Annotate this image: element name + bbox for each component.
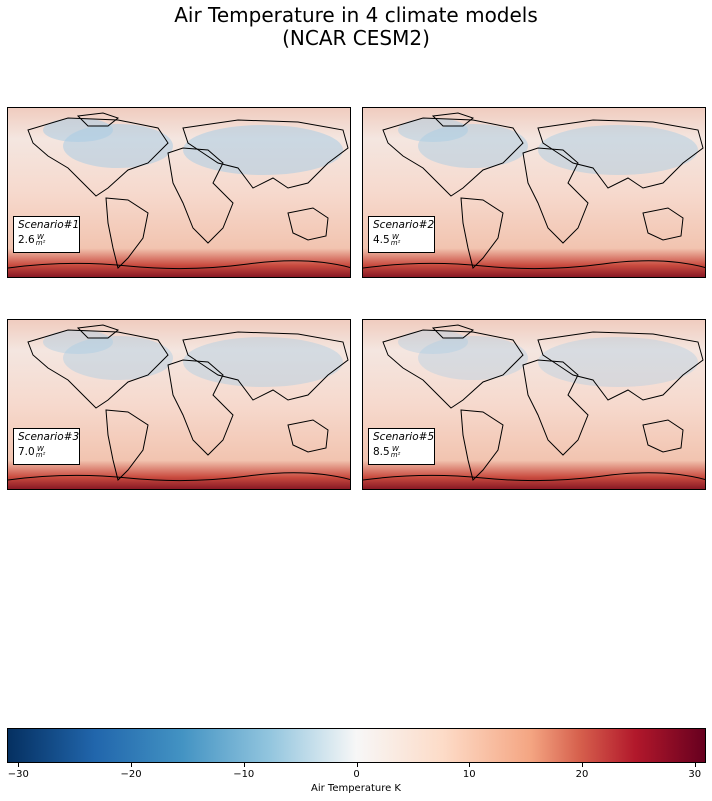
title-line-2: (NCAR CESM2) bbox=[282, 26, 430, 50]
coastline bbox=[382, 329, 524, 409]
coastline bbox=[382, 117, 524, 197]
coastline bbox=[27, 117, 169, 197]
coastline bbox=[522, 147, 589, 244]
coastline bbox=[105, 409, 149, 481]
colorbar-tick bbox=[18, 763, 20, 767]
antarctica-coastline bbox=[8, 260, 350, 270]
forcing-value-4: 8.5 bbox=[373, 446, 390, 458]
colorbar-tick-label: 20 bbox=[575, 769, 589, 780]
antarctica-coastline bbox=[363, 472, 705, 482]
coastline bbox=[460, 409, 504, 481]
cold-region bbox=[418, 336, 528, 380]
colorbar-tick-label: 30 bbox=[688, 769, 702, 780]
forcing-value-1: 2.6 bbox=[18, 234, 35, 246]
coastline bbox=[76, 324, 120, 339]
colorbar-tick-label: −30 bbox=[7, 769, 29, 780]
coastline bbox=[76, 112, 120, 127]
coastline bbox=[522, 359, 589, 456]
cold-region bbox=[43, 330, 113, 354]
chart-title: Air Temperature in 4 climate models (NCA… bbox=[0, 4, 712, 50]
unit-den-2: m² bbox=[390, 239, 401, 247]
scenario-name-1: Scenario#1 bbox=[18, 219, 80, 231]
colorbar-tick bbox=[694, 763, 696, 767]
map-3 bbox=[8, 320, 350, 489]
cold-region bbox=[418, 124, 528, 168]
colorbar-label: Air Temperature K bbox=[311, 783, 401, 794]
colorbar-tick-label: 0 bbox=[353, 769, 360, 780]
coastline bbox=[182, 119, 349, 189]
unit-den-1: m² bbox=[35, 239, 46, 247]
scenario-name-2: Scenario#2 bbox=[373, 219, 435, 231]
colorbar-tick bbox=[243, 763, 245, 767]
colorbar-tick bbox=[131, 763, 133, 767]
coastline bbox=[287, 207, 329, 241]
antarctica-coastline bbox=[8, 472, 350, 482]
coastline bbox=[431, 112, 475, 127]
coastline bbox=[537, 119, 704, 189]
coastline bbox=[167, 147, 234, 244]
antarctica-coastline bbox=[363, 260, 705, 270]
scenario-name-4: Scenario#5 bbox=[373, 431, 435, 443]
coastline bbox=[287, 419, 329, 453]
forcing-value-3: 7.0 bbox=[18, 446, 35, 458]
colorbar bbox=[7, 728, 706, 763]
coastline bbox=[642, 207, 684, 241]
cold-region bbox=[398, 330, 468, 354]
coastline bbox=[431, 324, 475, 339]
colorbar-tick bbox=[581, 763, 583, 767]
colorbar-tick-label: −10 bbox=[233, 769, 255, 780]
coastline bbox=[537, 331, 704, 401]
unit-den-3: m² bbox=[35, 451, 46, 459]
unit-num-3: W bbox=[37, 445, 44, 453]
coastline bbox=[167, 359, 234, 456]
coastline bbox=[460, 197, 504, 269]
forcing-value-2: 4.5 bbox=[373, 234, 390, 246]
colorbar-tick bbox=[356, 763, 358, 767]
scenario-name-3: Scenario#3 bbox=[18, 431, 80, 443]
unit-num-2: W bbox=[392, 233, 399, 241]
coastline bbox=[642, 419, 684, 453]
colorbar-tick bbox=[469, 763, 471, 767]
colorbar-tick-label: −20 bbox=[120, 769, 142, 780]
coastline bbox=[27, 329, 169, 409]
unit-num-4: W bbox=[392, 445, 399, 453]
unit-num-1: W bbox=[37, 233, 44, 241]
cold-region bbox=[398, 118, 468, 142]
unit-den-4: m² bbox=[390, 451, 401, 459]
colorbar-tick-label: 10 bbox=[462, 769, 476, 780]
title-line-1: Air Temperature in 4 climate models bbox=[174, 3, 538, 27]
cold-region bbox=[63, 336, 173, 380]
coastline bbox=[182, 331, 349, 401]
coastline bbox=[105, 197, 149, 269]
cold-region bbox=[43, 118, 113, 142]
